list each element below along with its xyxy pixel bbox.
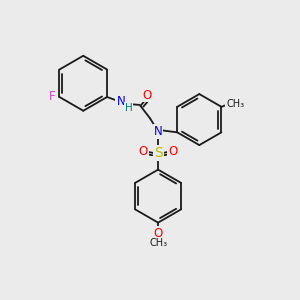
Text: O: O <box>139 146 148 158</box>
Text: O: O <box>154 227 163 240</box>
Text: S: S <box>154 146 163 160</box>
Text: N: N <box>154 125 163 138</box>
Text: O: O <box>143 88 152 101</box>
Text: N: N <box>116 95 125 108</box>
Text: CH₃: CH₃ <box>226 99 244 109</box>
Text: F: F <box>49 91 56 103</box>
Text: O: O <box>168 146 177 158</box>
Text: CH₃: CH₃ <box>149 238 167 248</box>
Text: H: H <box>125 103 133 113</box>
